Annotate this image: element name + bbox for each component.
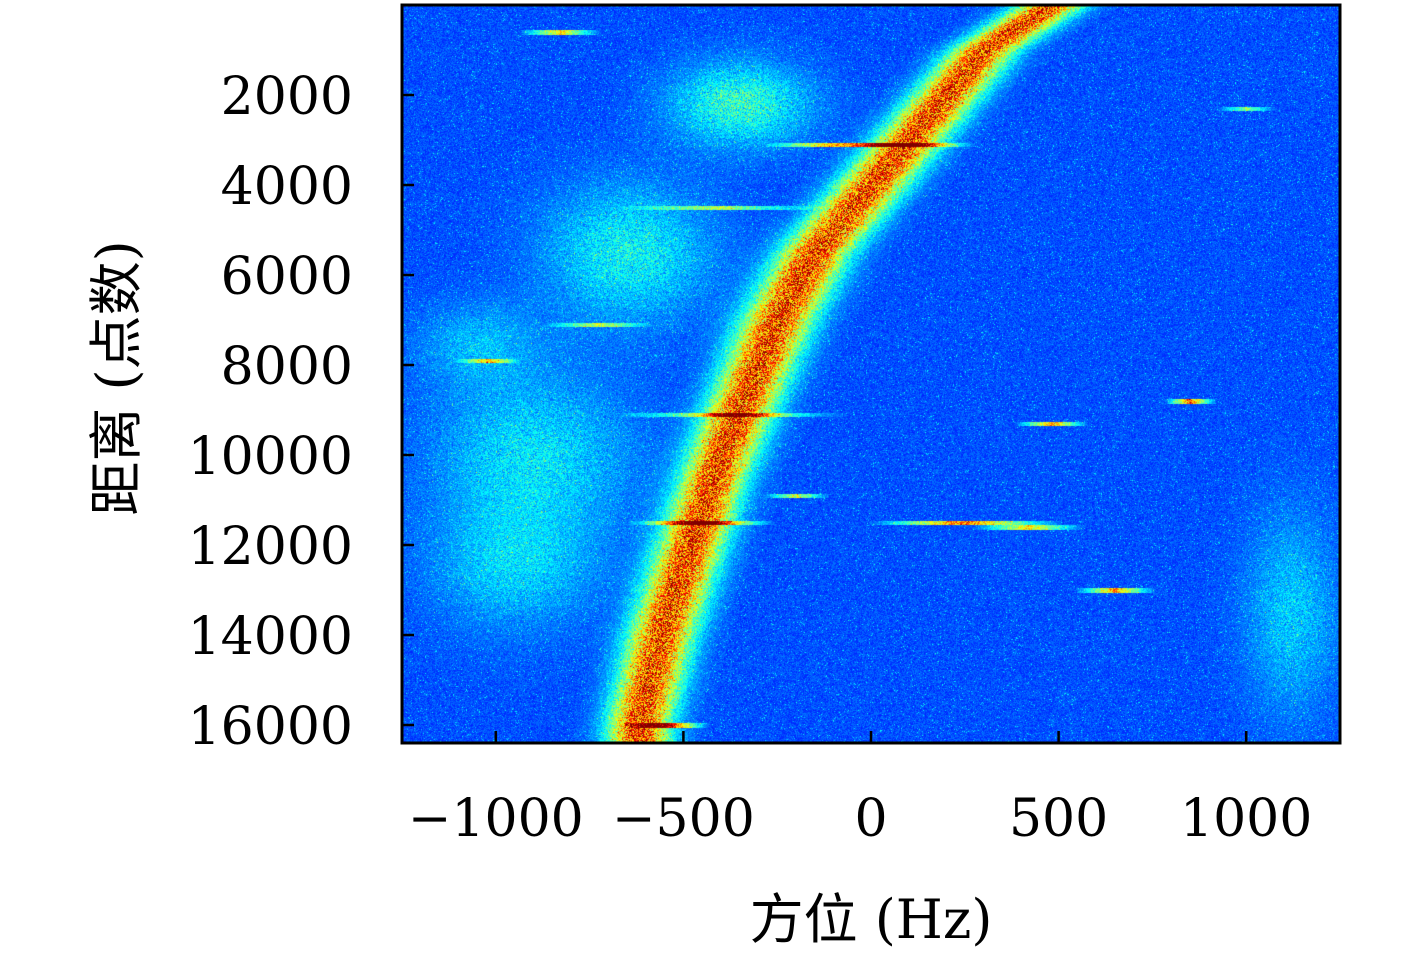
y-tick-label: 4000	[221, 157, 353, 217]
x-tick-label: 1000	[1180, 789, 1312, 849]
x-axis: −1000 −500 0 500 1000	[408, 731, 1312, 849]
y-tick-label: 12000	[188, 517, 353, 577]
y-tick-label: 14000	[188, 607, 353, 667]
x-tick-label: 0	[854, 789, 887, 849]
x-tick-label: −500	[612, 789, 755, 849]
y-tick-label: 16000	[188, 697, 353, 757]
x-tick-label: −1000	[408, 789, 584, 849]
y-tick-label: 10000	[188, 427, 353, 487]
y-tick-label: 2000	[221, 67, 353, 127]
plot-area	[400, 3, 1342, 745]
y-axis-title: 距离 (点数)	[85, 240, 148, 515]
y-tick-label: 6000	[221, 247, 353, 307]
y-tick-label: 8000	[221, 337, 353, 397]
heatmap-image	[402, 5, 1340, 743]
x-tick-label: 500	[1009, 789, 1108, 849]
y-axis: 2000 4000 6000 8000 10000 12000 14000 16000	[188, 67, 414, 757]
x-axis-title: 方位 (Hz)	[750, 888, 993, 951]
